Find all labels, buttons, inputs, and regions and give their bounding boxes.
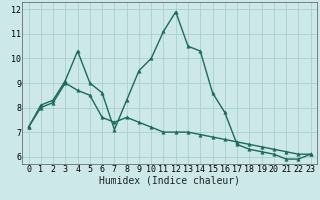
X-axis label: Humidex (Indice chaleur): Humidex (Indice chaleur): [99, 176, 240, 186]
